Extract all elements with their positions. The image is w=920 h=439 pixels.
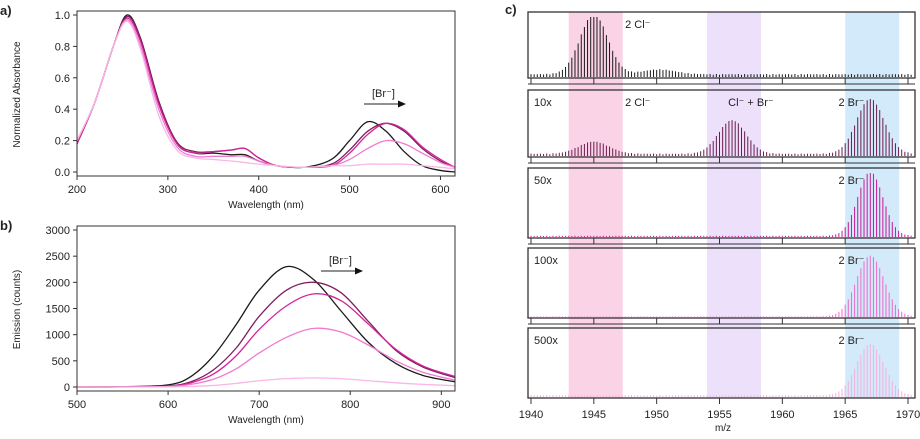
panel-a-xtick-label: 200 [68, 184, 86, 196]
panel-a-annotation: [Br⁻] [372, 88, 395, 100]
panel-b-series-3 [76, 293, 456, 388]
ms-subpanel-3: 50x 2 Br⁻ [528, 173, 915, 245]
ms-subpanel-1: 2 Cl⁻ [528, 17, 915, 85]
panel-b-ytick-label: 3000 [46, 225, 70, 237]
highlight-band-1 [568, 12, 623, 398]
panel-c-xtick-label: 1965 [833, 409, 857, 421]
panel-a-xtick-label: 500 [340, 184, 358, 196]
panel-c-xtick-label: 1940 [519, 409, 543, 421]
panel-b-xtick-label: 800 [341, 399, 359, 411]
ms-peak-label: 2 Br⁻ [838, 175, 864, 187]
panel-b-series-4 [76, 327, 456, 388]
highlight-band-2 [706, 12, 761, 398]
panel-a-plot-frame [76, 10, 456, 177]
panel-a-ytick-label: 0.8 [55, 41, 70, 53]
panel-a-ytick-label: 1.0 [55, 10, 70, 22]
panel-b-y-axis-label: Emission (counts) [12, 270, 23, 349]
panel-b-series-5 [76, 377, 456, 388]
panel-b-xtick-label: 600 [159, 399, 177, 411]
panel-b-xtick-label: 700 [250, 399, 268, 411]
panel-c-label: c) [505, 2, 517, 17]
panel-b-series-1 [76, 265, 456, 388]
panel-c-xtick-label: 1945 [582, 409, 606, 421]
panel-a-y-axis-label: Normalized Absorbance [12, 41, 23, 148]
ms-peak-label: Cl⁻ + Br⁻ [728, 97, 774, 109]
panel-b-ytick-label: 1500 [46, 304, 70, 316]
panel-b-ytick-label: 500 [52, 356, 70, 368]
ms-peak-label: 2 Br⁻ [838, 97, 864, 109]
ms-scale-label: 100x [534, 255, 558, 267]
ms-peak-label: 2 Br⁻ [838, 335, 864, 347]
ms-scale-label: 500x [534, 335, 558, 347]
panel-a-ytick-label: 0.4 [55, 104, 70, 116]
panel-b-ytick-label: 2000 [46, 277, 70, 289]
panel-b-xtick-label: 900 [432, 399, 450, 411]
panel-a-series-3 [76, 17, 456, 169]
ms-subpanel-frame-4 [527, 247, 916, 319]
panel-c-xtick-label: 1960 [770, 409, 794, 421]
panel-b-annotation: [Br⁻] [329, 255, 352, 267]
ms-subpanel-frame-2 [527, 89, 916, 158]
ms-subpanel-4: 100x 2 Br⁻ [528, 255, 915, 325]
panel-a-series-4 [76, 19, 456, 168]
panel-c-x-axis-label: m/z [715, 423, 731, 434]
panel-a-series-5 [76, 20, 456, 170]
ms-subpanel-frame-5 [527, 327, 916, 399]
panel-a-xtick-label: 300 [159, 184, 177, 196]
panel-b-series-2 [76, 281, 456, 388]
panel-c-xtick-label: 1955 [707, 409, 731, 421]
panel-a-series-1 [76, 14, 456, 173]
panel-b-ytick-label: 2500 [46, 251, 70, 263]
panel-a-ytick-label: 0.2 [55, 136, 70, 148]
ms-subpanel-frame-1 [527, 11, 916, 79]
panel-a-ytick-label: 0.0 [55, 167, 70, 179]
panel-b-xtick-label: 500 [68, 399, 86, 411]
panel-a-arrow-head [398, 100, 406, 108]
panel-b-x-axis-label: Wavelength (nm) [228, 415, 304, 426]
panel-a-xtick-label: 600 [431, 184, 449, 196]
panel-c-xtick-label: 1950 [644, 409, 668, 421]
ms-scale-label: 10x [534, 97, 552, 109]
panel-a-panel-label: a) [0, 3, 12, 18]
ms-scale-label: 50x [534, 175, 552, 187]
ms-subpanel-frame-3 [527, 167, 916, 239]
ms-subpanel-2: 10x 2 Cl⁻ Cl⁻ + Br⁻ 2 Br⁻ [528, 97, 915, 164]
panel-a-ytick-label: 0.6 [55, 73, 70, 85]
ms-peak-label: 2 Br⁻ [838, 255, 864, 267]
panel-b-panel-label: b) [0, 218, 12, 233]
panel-a-x-axis-label: Wavelength (nm) [228, 200, 304, 211]
panel-c-xtick-label: 1970 [896, 409, 920, 421]
ms-peak-label: 2 Cl⁻ [625, 19, 651, 31]
panel-b-ytick-label: 1000 [46, 330, 70, 342]
panel-a-xtick-label: 400 [250, 184, 268, 196]
panel-b-ytick-label: 0 [64, 382, 70, 394]
ms-peak-label: 2 Cl⁻ [625, 97, 651, 109]
panel-b-arrow-head [355, 267, 363, 275]
ms-subpanel-5: 500x 2 Br⁻ [530, 335, 912, 404]
